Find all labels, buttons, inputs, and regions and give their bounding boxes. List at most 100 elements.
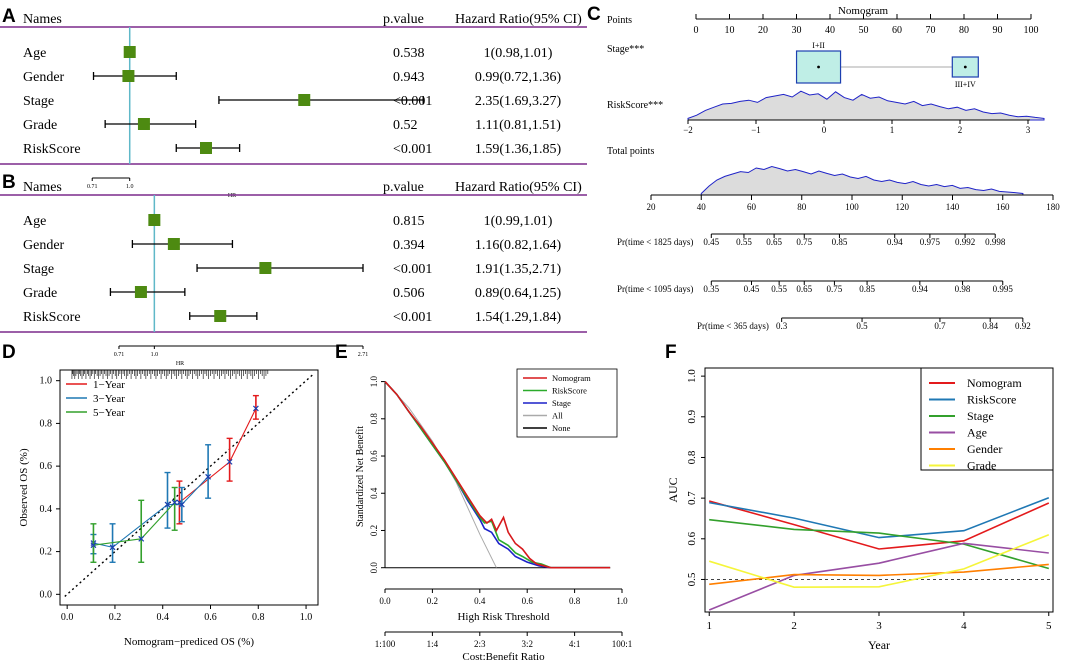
x-axis-tick-label: 1.0 <box>300 612 313 623</box>
x-axis-tick-label: 0.4 <box>474 596 486 606</box>
x-axis-tick-label: 1.0 <box>616 596 628 606</box>
legend-label: 5−Year <box>93 407 125 419</box>
row-hazard-ratio: 1.59(1.36,1.85) <box>475 142 562 157</box>
riskscore-tick-label: 3 <box>1026 125 1031 135</box>
x-axis-tick-label: 0.6 <box>204 612 217 623</box>
hazard-ratio-box <box>134 286 147 298</box>
legend-label: Stage <box>552 398 571 408</box>
total-points-density <box>700 165 1024 196</box>
points-tick-label: 40 <box>825 25 835 36</box>
points-tick-label: 90 <box>993 25 1003 36</box>
y-axis-tick-label: 0.2 <box>369 525 379 536</box>
y-axis-tick-label: 0.6 <box>369 450 379 462</box>
row-name: Gender <box>23 238 65 253</box>
hazard-ratio-box <box>214 310 227 322</box>
riskscore-density <box>687 90 1045 121</box>
hazard-ratio-box <box>298 94 311 106</box>
hazard-ratio-box <box>199 142 212 154</box>
row-hazard-ratio: 1.16(0.82,1.64) <box>475 238 562 253</box>
probability-scale-label: Pr(time < 365 days) <box>697 321 769 331</box>
column-header-p-value: p.value <box>383 180 424 195</box>
x-axis-tick-label: 0.0 <box>379 596 391 606</box>
riskscore-tick-label: −1 <box>751 125 761 135</box>
secondary-x-axis-tick-label: 4:1 <box>569 639 581 649</box>
x-axis-tick-label: 1 <box>706 620 712 632</box>
legend-label: 3−Year <box>93 393 125 405</box>
probability-scale-tick-label: 0.98 <box>955 284 971 294</box>
hr-axis-tick-label: 0.71 <box>87 184 98 190</box>
calibration-plot: 0.0 0.2 0.4 0.6 0.8 1.0 0.0 0.2 0.4 0.6 0.8 1.0 Nomo… <box>18 369 319 648</box>
panel-letter-e: E <box>335 342 348 363</box>
net-benefit-curve <box>384 381 497 568</box>
legend-label: None <box>552 423 571 433</box>
probability-scale-tick-label: 0.35 <box>703 284 719 294</box>
y-axis-tick-label: 1.0 <box>686 369 698 383</box>
row-name: Stage <box>23 94 54 109</box>
calibration-line <box>179 408 257 503</box>
ideal-diagonal <box>64 373 314 597</box>
row-hazard-ratio: 1.11(0.81,1.51) <box>475 118 561 133</box>
secondary-x-axis-tick-label: 3:2 <box>521 639 533 649</box>
total-points-tick-label: 100 <box>845 202 859 212</box>
forest-plot-b: Names p.value Hazard Ratio(95% CI) Age 0.815… <box>0 180 587 367</box>
row-hazard-ratio: 1(0.98,1.01) <box>484 46 553 61</box>
panel-letter-d: D <box>2 342 16 363</box>
auc-plot: 1 2 3 4 5 0.5 0.6 0.7 0.8 0.9 1.0 Year AUC Nomogram Ri… <box>666 367 1054 652</box>
probability-scale-tick-label: 0.995 <box>993 284 1014 294</box>
y-axis-tick-label: 0.9 <box>686 409 698 423</box>
total-points-tick-label: 140 <box>946 202 960 212</box>
points-tick-label: 70 <box>926 25 936 36</box>
row-p-value: 0.815 <box>393 214 425 229</box>
y-axis-tick-label: 0.6 <box>40 461 53 472</box>
probability-scale-label: Pr(time < 1095 days) <box>617 284 693 294</box>
column-header-hazard-ratio: Hazard Ratio(95% CI) <box>455 12 582 27</box>
y-axis-label: Observed OS (%) <box>18 448 30 527</box>
hazard-ratio-box <box>137 118 150 130</box>
stage-label: Stage*** <box>607 44 644 55</box>
row-p-value: 0.943 <box>393 70 425 85</box>
riskscore-tick-label: 0 <box>822 125 827 135</box>
secondary-x-axis-tick-label: 2:3 <box>474 639 486 649</box>
x-axis-tick-label: 0.8 <box>569 596 581 606</box>
probability-scale-tick-label: 0.7 <box>934 321 946 331</box>
auc-series-line <box>709 496 1050 539</box>
x-axis-label: Year <box>868 638 890 652</box>
total-points-tick-label: 120 <box>896 202 910 212</box>
panel-letter-b: B <box>2 172 16 193</box>
total-points-tick-label: 20 <box>647 202 657 212</box>
points-label: Points <box>607 15 632 26</box>
observed-point-marker <box>205 473 212 480</box>
y-axis-tick-label: 0.6 <box>686 531 698 545</box>
observed-point-marker <box>90 542 97 549</box>
legend-label: All <box>552 411 564 421</box>
row-name: RiskScore <box>23 142 81 157</box>
probability-scale-tick-label: 0.84 <box>982 321 998 331</box>
panel-letter-f: F <box>665 342 677 363</box>
column-header-names: Names <box>23 180 62 195</box>
row-hazard-ratio: 2.35(1.69,3.27) <box>475 94 562 109</box>
x-axis-label: Nomogram−prediced OS (%) <box>124 636 255 648</box>
row-name: Age <box>23 46 46 61</box>
probability-scale-tick-label: 0.65 <box>766 237 782 247</box>
nomogram-title: Nomogram <box>838 5 889 17</box>
points-tick-label: 10 <box>725 25 735 36</box>
column-header-names: Names <box>23 12 62 27</box>
observed-point-marker <box>164 501 171 508</box>
points-tick-label: 100 <box>1024 25 1039 36</box>
points-tick-label: 80 <box>959 25 969 36</box>
total-points-tick-label: 160 <box>996 202 1010 212</box>
riskscore-tick-label: 1 <box>890 125 895 135</box>
total-points-tick-label: 80 <box>797 202 807 212</box>
probability-scale-tick-label: 0.45 <box>744 284 760 294</box>
total-points-tick-label: 180 <box>1046 202 1060 212</box>
row-name: Age <box>23 214 46 229</box>
legend-label: RiskScore <box>552 386 587 396</box>
row-p-value: 0.506 <box>393 286 425 301</box>
observed-point-marker <box>252 405 259 412</box>
probability-scale-tick-label: 0.92 <box>1015 321 1031 331</box>
hr-axis-tick-label: 0.71 <box>114 352 125 358</box>
auc-series-line <box>708 500 1050 550</box>
probability-scale-tick-label: 0.975 <box>920 237 941 247</box>
points-tick-label: 30 <box>792 25 802 36</box>
